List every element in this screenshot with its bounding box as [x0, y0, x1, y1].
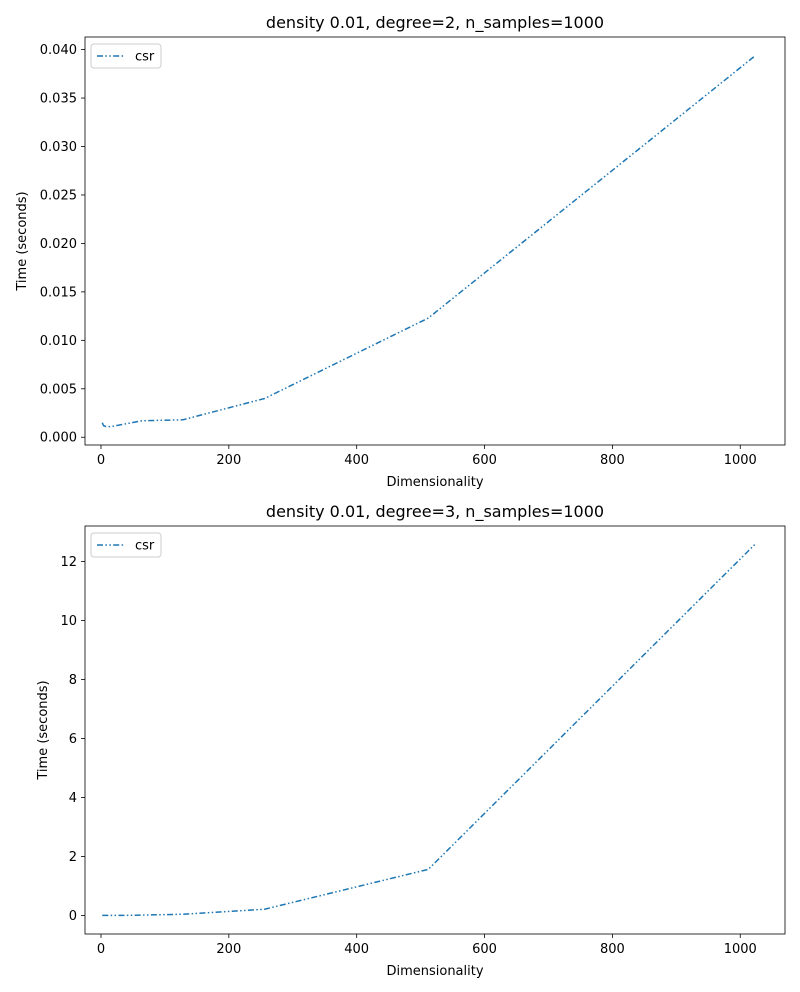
- y-tick-label: 0.025: [40, 188, 77, 203]
- y-tick-label: 4: [69, 791, 77, 806]
- x-tick-label: 1000: [724, 942, 757, 957]
- legend-label: csr: [135, 50, 155, 65]
- y-tick-label: 10: [60, 614, 77, 629]
- y-tick-label: 6: [69, 732, 77, 747]
- x-tick-label: 200: [216, 942, 241, 957]
- series-line-csr: [102, 543, 757, 917]
- y-axis-label: Time (seconds): [15, 191, 30, 291]
- axes-frame: [84, 525, 786, 935]
- x-axis-label: Dimensionality: [386, 475, 483, 490]
- chart-title: density 0.01, degree=2, n_samples=1000: [266, 13, 604, 33]
- y-tick-label: 0.010: [40, 334, 77, 349]
- y-tick-label: 0.040: [40, 43, 77, 58]
- y-tick-label: 0.015: [40, 285, 77, 300]
- legend-box: [90, 532, 162, 558]
- legend-box: [90, 43, 162, 69]
- legend-label: csr: [135, 539, 155, 554]
- axes-frame: [84, 36, 786, 446]
- y-tick-label: 0: [69, 909, 77, 924]
- y-tick-label: 0.000: [40, 431, 77, 446]
- x-tick-label: 600: [472, 942, 497, 957]
- y-tick-label: 2: [69, 850, 77, 865]
- chart-title: density 0.01, degree=3, n_samples=1000: [266, 502, 604, 522]
- x-tick-label: 0: [97, 942, 105, 957]
- x-tick-label: 600: [472, 453, 497, 468]
- legend: csr: [90, 532, 162, 558]
- x-tick-label: 1000: [724, 453, 757, 468]
- y-tick-label: 0.030: [40, 140, 77, 155]
- legend: csr: [90, 43, 162, 69]
- y-axis-label: Time (seconds): [36, 680, 51, 780]
- y-tick-label: 8: [69, 673, 77, 688]
- x-tick-label: 400: [344, 942, 369, 957]
- y-tick-label: 0.005: [40, 382, 77, 397]
- chart-panel-1: density 0.01, degree=2, n_samples=1000 0 2…: [15, 13, 786, 490]
- chart-panel-2: density 0.01, degree=3, n_samples=1000 0 2…: [36, 502, 786, 979]
- x-tick-label: 800: [600, 942, 625, 957]
- x-tick-label: 800: [600, 453, 625, 468]
- series-line-csr: [101, 54, 757, 428]
- x-tick-label: 400: [344, 453, 369, 468]
- y-tick-label: 12: [60, 555, 77, 570]
- x-tick-label: 0: [97, 453, 105, 468]
- y-tick-label: 0.035: [40, 92, 77, 107]
- x-tick-label: 200: [216, 453, 241, 468]
- x-axis-label: Dimensionality: [386, 964, 483, 979]
- y-tick-label: 0.020: [40, 237, 77, 252]
